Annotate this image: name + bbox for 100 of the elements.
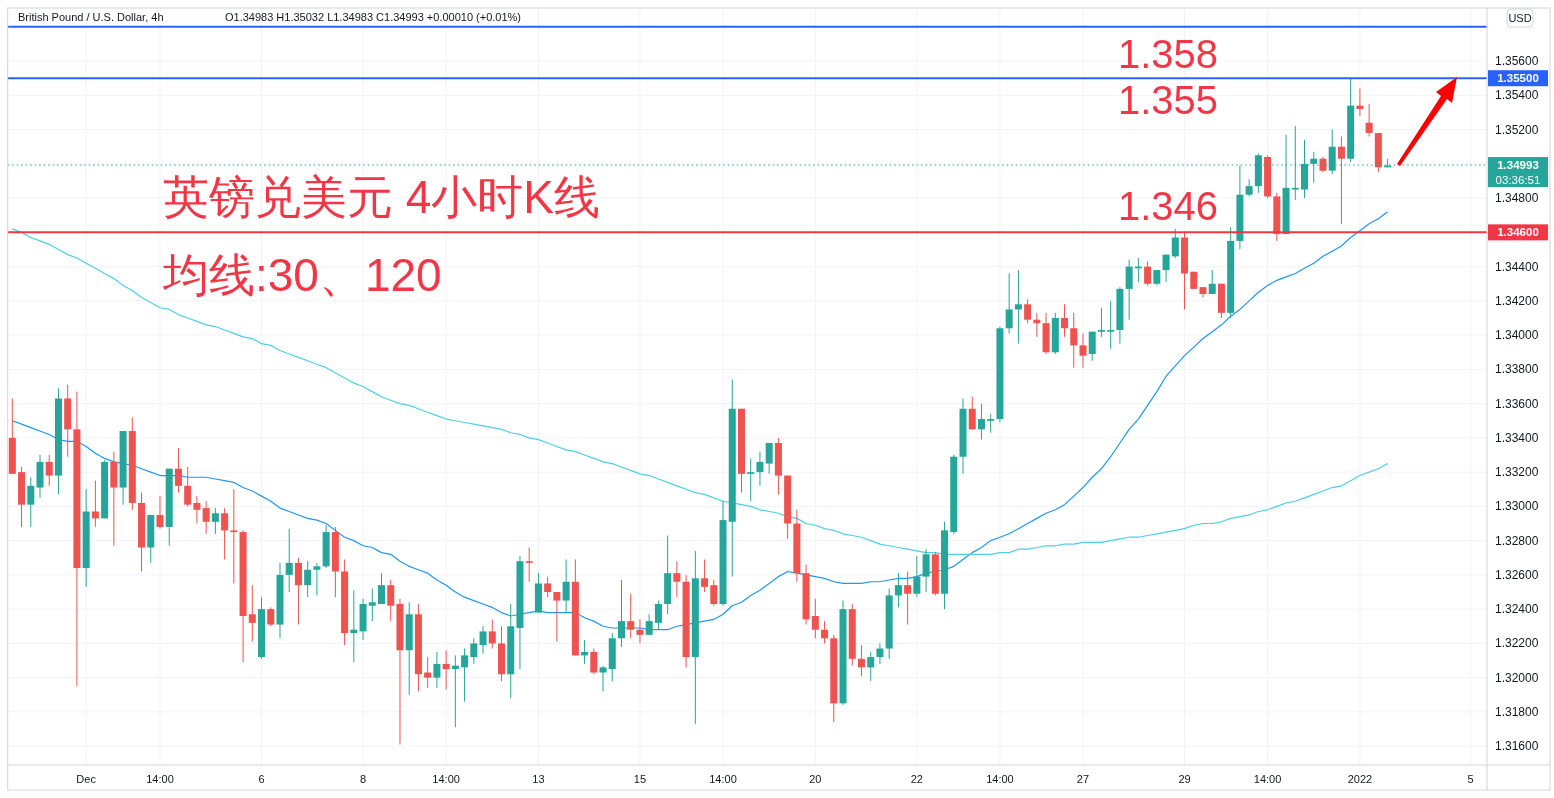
candlestick xyxy=(747,457,755,502)
candlestick xyxy=(904,570,912,626)
x-tick-label: 15 xyxy=(633,773,647,785)
candlestick xyxy=(756,451,764,487)
candlestick xyxy=(304,560,312,598)
text: 1.34600 xyxy=(1497,226,1539,239)
annotation: 均线:30、120 xyxy=(162,249,442,301)
candlestick xyxy=(368,588,376,622)
y-tick-label: 1.33600 xyxy=(1495,396,1539,411)
y-tick-label: 1.32600 xyxy=(1495,567,1539,582)
annotation: 英镑兑美元 4小时K线 xyxy=(163,171,601,223)
candlestick xyxy=(968,396,976,430)
x-tick-label: 13 xyxy=(532,773,545,785)
candlestick xyxy=(1365,103,1373,137)
candlestick xyxy=(193,495,201,525)
x-tick-label: 20 xyxy=(809,773,822,785)
y-tick-label: 1.34200 xyxy=(1495,293,1539,308)
x-tick-label: 2022 xyxy=(1347,773,1373,785)
candlestick xyxy=(553,591,561,643)
candlestick xyxy=(1024,298,1032,324)
x-tick-label: 14:00 xyxy=(432,773,460,785)
candlestick xyxy=(184,466,192,507)
y-tick-label: 1.34000 xyxy=(1495,328,1539,343)
candlestick xyxy=(710,579,718,607)
x-tick-label: 14:00 xyxy=(986,773,1014,785)
text: USD xyxy=(1508,12,1532,24)
x-tick-label: 14:00 xyxy=(1253,773,1282,785)
candlestick xyxy=(987,413,995,434)
y-tick-label: 1.33800 xyxy=(1495,362,1539,377)
candlestick xyxy=(313,562,321,596)
candlestick xyxy=(1337,135,1345,225)
candlestick xyxy=(1171,228,1179,259)
candlestick xyxy=(1079,332,1087,369)
ref-line-label: 1.355 xyxy=(1118,78,1219,123)
candlestick xyxy=(378,572,386,605)
candlestick xyxy=(673,560,681,598)
candlestick xyxy=(1245,178,1253,197)
candlestick xyxy=(544,576,552,598)
x-tick-label: 29 xyxy=(1178,773,1191,785)
ref-line-label: 1.358 xyxy=(1118,31,1219,76)
candlestick xyxy=(1097,307,1105,338)
candlestick xyxy=(387,579,395,622)
candlestick xyxy=(636,618,644,644)
text: 03:36:51 xyxy=(1495,174,1541,187)
candlestick xyxy=(599,665,607,692)
candlestick xyxy=(654,600,662,631)
candlestick xyxy=(1125,259,1133,321)
x-tick-label: 5 xyxy=(1467,773,1474,785)
candlestick xyxy=(1162,254,1170,283)
candlestick xyxy=(1005,272,1013,334)
candlestick xyxy=(1070,312,1078,369)
candlestick xyxy=(1014,269,1022,345)
candlestick xyxy=(248,584,256,643)
candlestick xyxy=(156,495,164,530)
y-tick-label: 1.32400 xyxy=(1495,602,1539,617)
candlestick xyxy=(922,548,930,593)
candlestick xyxy=(1088,331,1096,362)
candlestick xyxy=(811,598,819,639)
y-tick-label: 1.32000 xyxy=(1495,670,1539,685)
candlestick xyxy=(857,644,865,677)
candlestick xyxy=(488,618,496,650)
candlestick xyxy=(221,507,229,560)
y-tick-label: 1.35600 xyxy=(1495,54,1539,69)
candlestick xyxy=(1061,303,1069,338)
x-tick-label: 6 xyxy=(258,773,265,785)
candlestick xyxy=(977,403,985,441)
text: 1.35500 xyxy=(1497,72,1539,85)
candlestick xyxy=(1144,260,1152,286)
y-tick-label: 1.31600 xyxy=(1495,739,1539,754)
y-tick-label: 1.33400 xyxy=(1495,430,1539,445)
candlestick xyxy=(867,651,875,682)
candlestick xyxy=(701,558,709,593)
candlestick xyxy=(424,656,432,689)
candlestick xyxy=(267,606,275,627)
candlestick xyxy=(461,648,469,703)
candlestick xyxy=(294,557,302,626)
candlestick xyxy=(645,613,653,636)
y-tick-label: 1.31800 xyxy=(1495,704,1539,719)
x-tick-label: Dec xyxy=(76,773,97,785)
y-tick-label: 1.34800 xyxy=(1495,191,1539,206)
candlestick xyxy=(590,648,598,675)
x-tick-label: 22 xyxy=(910,773,923,785)
y-tick-label: 1.32200 xyxy=(1495,636,1539,651)
candlestick xyxy=(1107,300,1115,350)
candlestick xyxy=(470,637,478,665)
candlestick xyxy=(765,442,773,475)
candlestick xyxy=(433,651,441,689)
candlestick xyxy=(211,507,219,535)
candlestick xyxy=(627,593,635,639)
y-tick-label: 1.33000 xyxy=(1495,499,1539,514)
candlestick xyxy=(45,454,53,487)
ref-line-label: 1.346 xyxy=(1118,184,1219,229)
candlestick xyxy=(562,558,570,614)
annotation: O1.34983 H1.35032 L1.34983 C1.34993 +0.00010 (+0.01%) xyxy=(225,11,522,23)
candlestick xyxy=(525,546,533,583)
candlestick xyxy=(821,620,829,644)
x-tick-label: 14:00 xyxy=(146,773,174,785)
candlestick xyxy=(876,642,884,665)
x-tick-label: 27 xyxy=(1076,773,1090,785)
y-tick-label: 1.35400 xyxy=(1495,88,1539,103)
